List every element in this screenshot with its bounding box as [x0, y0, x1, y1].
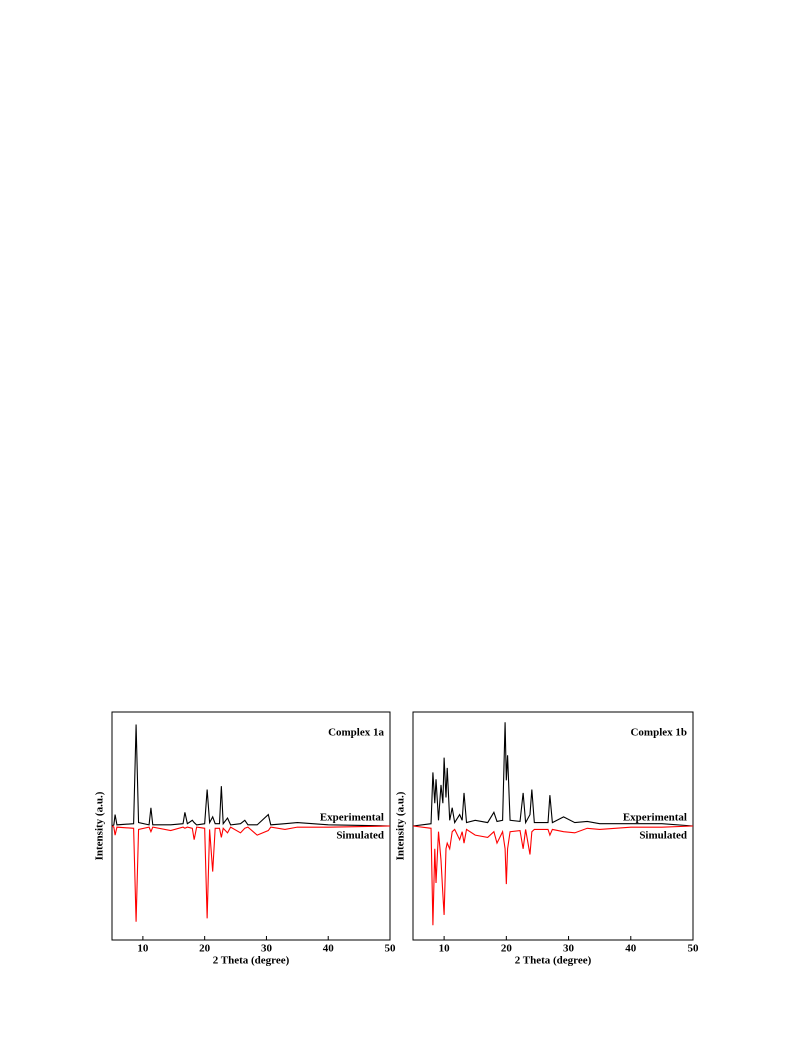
x-tick-label: 10 — [439, 943, 451, 955]
y-axis-label: Intensity (a.u.) — [94, 791, 106, 860]
series-line — [412, 722, 694, 827]
series-line — [111, 724, 391, 827]
series-line — [412, 825, 694, 926]
x-axis-label: 2 Theta (degree) — [515, 955, 592, 967]
x-tick-label: 40 — [323, 943, 335, 955]
series-line — [111, 825, 391, 922]
series-label: Experimental — [320, 812, 384, 824]
x-tick-label: 20 — [199, 943, 211, 955]
x-tick-label: 50 — [688, 943, 700, 955]
plot-frame — [111, 711, 391, 941]
x-tick-label: 30 — [563, 943, 575, 955]
plot-frame — [412, 711, 694, 941]
chart-title: Complex 1a — [328, 727, 384, 739]
chart-title: Complex 1b — [630, 727, 687, 739]
series-label: Experimental — [623, 812, 687, 824]
series-label: Simulated — [639, 830, 687, 842]
x-tick-label: 20 — [501, 943, 513, 955]
series-label: Simulated — [336, 830, 384, 842]
x-tick-label: 50 — [385, 943, 397, 955]
x-tick-label: 10 — [137, 943, 149, 955]
x-tick-label: 40 — [625, 943, 637, 955]
x-tick-label: 30 — [261, 943, 273, 955]
x-axis-label: 2 Theta (degree) — [213, 955, 290, 967]
y-axis-label: Intensity (a.u.) — [395, 791, 407, 860]
